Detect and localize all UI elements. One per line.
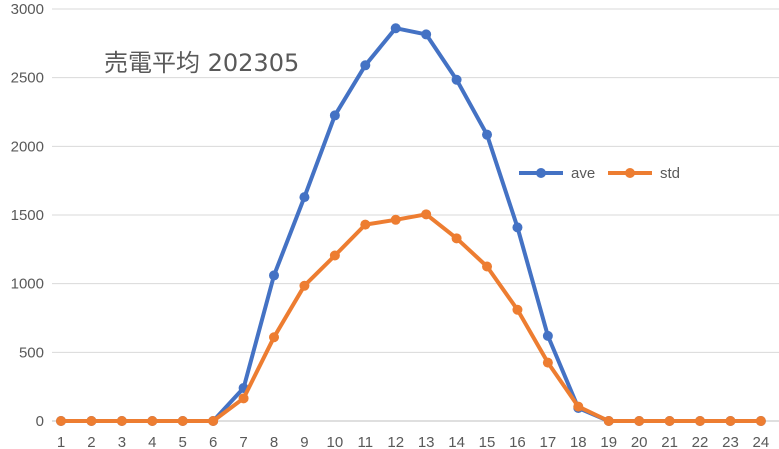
x-tick-label: 10 <box>327 434 344 449</box>
y-tick-label: 500 <box>19 344 44 361</box>
x-tick-label: 16 <box>509 434 526 449</box>
data-point-ave <box>329 110 340 121</box>
x-tick-label: 8 <box>270 434 278 449</box>
data-point-ave <box>421 29 432 40</box>
data-point-ave <box>299 192 310 203</box>
x-tick-label: 24 <box>753 434 770 449</box>
x-tick-label: 20 <box>631 434 648 449</box>
series-line-std <box>59 212 763 423</box>
data-point-std <box>390 214 401 225</box>
data-point-ave <box>482 129 493 140</box>
x-tick-label: 5 <box>179 434 187 449</box>
legend-item-ave: ave <box>519 165 595 182</box>
x-axis-tick-labels: 1 2 3 4 5 6 7 8 9 10 11 12 13 14 15 16 17 18 19 20 21 22 23 24 <box>57 434 769 449</box>
x-tick-label: 2 <box>87 434 95 449</box>
x-tick-label: 18 <box>570 434 587 449</box>
data-point-std <box>421 209 432 220</box>
x-tick-label: 21 <box>661 434 678 449</box>
y-tick-label: 3000 <box>11 1 44 18</box>
x-tick-label: 12 <box>387 434 404 449</box>
data-point-std <box>755 416 766 426</box>
x-tick-label: 13 <box>418 434 435 449</box>
x-tick-label: 3 <box>118 434 126 449</box>
data-point-std <box>116 416 127 426</box>
data-point-ave <box>451 74 462 85</box>
x-tick-label: 4 <box>148 434 156 449</box>
y-tick-label: 2000 <box>11 138 44 155</box>
series-std <box>56 209 766 426</box>
data-point-std <box>603 416 614 426</box>
legend-point-marker <box>536 168 546 178</box>
data-point-ave <box>512 222 523 233</box>
x-tick-label: 9 <box>300 434 308 449</box>
x-tick-label: 23 <box>722 434 739 449</box>
data-point-std <box>542 357 553 368</box>
data-point-ave <box>269 270 280 281</box>
legend-label: std <box>660 165 680 182</box>
data-point-std <box>177 416 188 426</box>
x-tick-label: 1 <box>57 434 65 449</box>
chart-title: 売電平均 202305 <box>104 49 299 77</box>
y-tick-label: 1000 <box>11 276 44 293</box>
series-line-ave <box>59 26 763 423</box>
x-tick-label: 15 <box>479 434 496 449</box>
data-point-ave <box>542 330 553 341</box>
y-tick-label: 0 <box>36 413 44 430</box>
data-point-std <box>329 250 340 261</box>
data-point-std <box>269 332 280 343</box>
x-tick-label: 14 <box>448 434 465 449</box>
data-point-std <box>360 219 371 230</box>
data-point-std <box>634 416 645 426</box>
data-point-std <box>86 416 97 426</box>
y-axis-tick-labels: 0 500 1000 1500 2000 2500 3000 <box>11 1 44 430</box>
data-point-std <box>664 416 675 426</box>
data-point-std <box>512 304 523 315</box>
gridlines <box>52 8 779 422</box>
data-point-std <box>147 416 158 426</box>
data-point-std <box>695 416 706 426</box>
x-tick-label: 22 <box>692 434 709 449</box>
data-point-ave <box>360 60 371 71</box>
data-point-std <box>208 416 219 426</box>
legend-item-std: std <box>608 165 680 182</box>
data-point-std <box>451 233 462 244</box>
y-tick-label: 2500 <box>11 70 44 87</box>
x-tick-label: 7 <box>239 434 247 449</box>
series-ave <box>56 23 766 426</box>
data-point-std <box>573 401 584 412</box>
x-tick-label: 17 <box>540 434 557 449</box>
data-point-std <box>56 416 66 426</box>
data-point-std <box>482 261 493 272</box>
series-lines <box>56 23 766 426</box>
legend-label: ave <box>571 165 595 182</box>
x-tick-label: 11 <box>358 434 374 449</box>
y-tick-label: 1500 <box>11 207 44 224</box>
x-tick-label: 6 <box>209 434 217 449</box>
data-point-std <box>299 280 310 291</box>
data-point-ave <box>390 23 401 34</box>
x-tick-label: 19 <box>600 434 617 449</box>
legend-point-marker <box>625 168 635 178</box>
data-point-std <box>238 393 249 404</box>
data-point-std <box>725 416 736 426</box>
legend: ave std <box>519 165 680 182</box>
